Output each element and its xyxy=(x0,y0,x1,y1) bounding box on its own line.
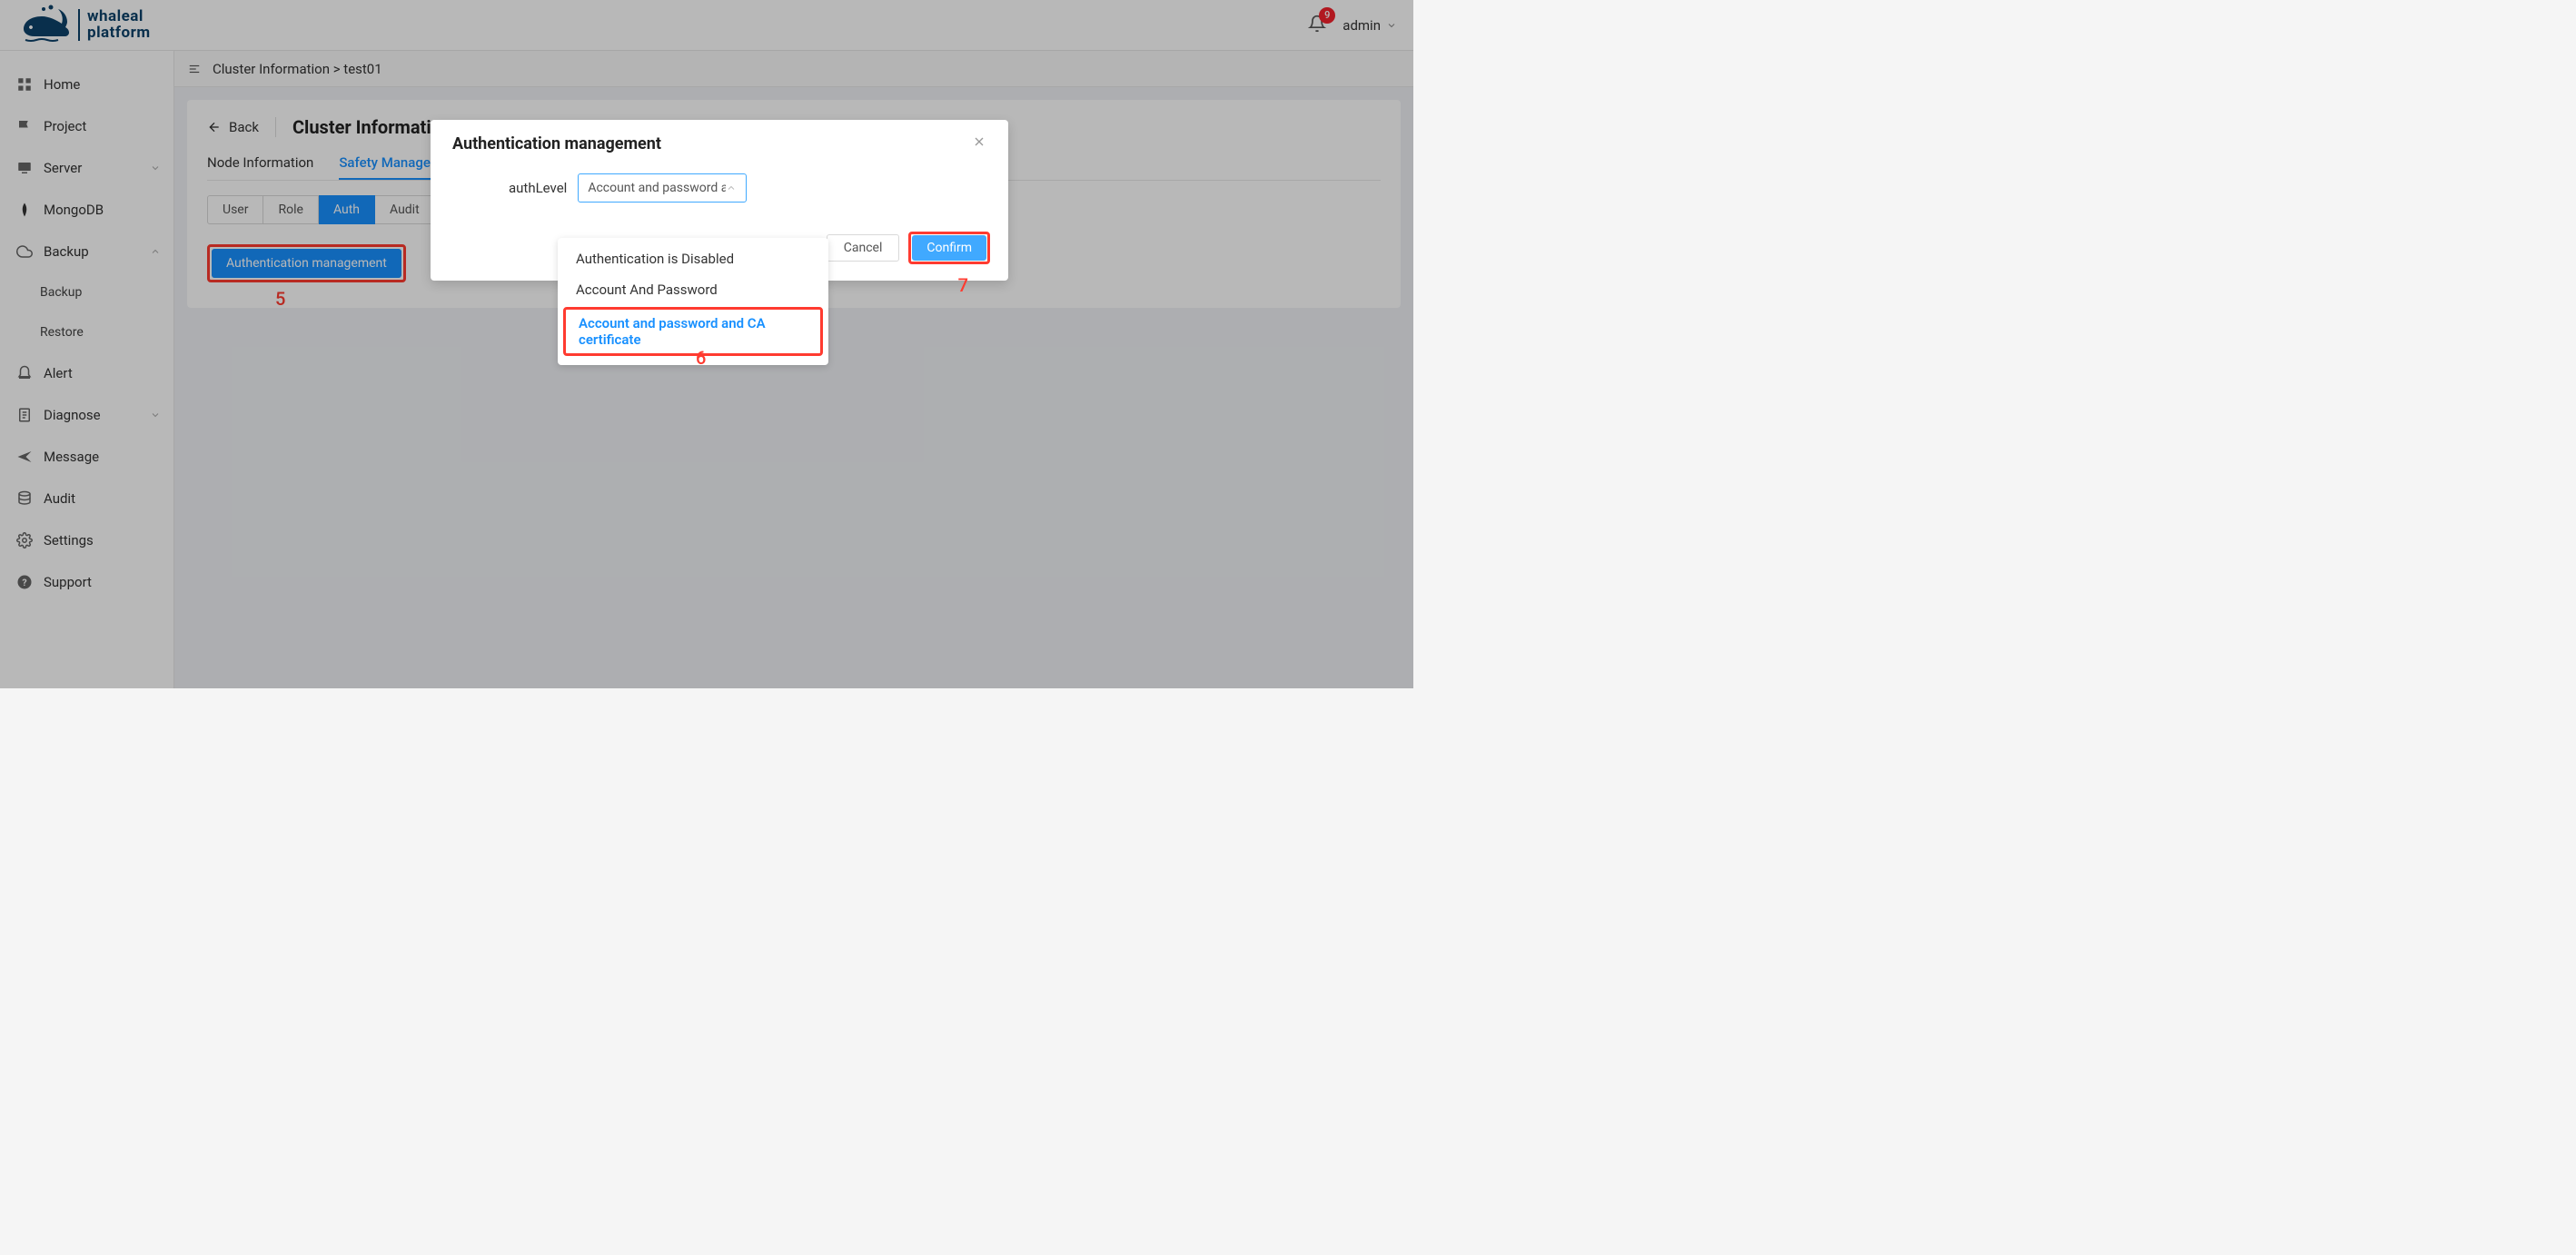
authlevel-dropdown: Authentication is Disabled Account And P… xyxy=(558,238,828,365)
modal-title: Authentication management xyxy=(452,134,661,153)
modal-body: authLevel Account and password an xyxy=(431,164,1008,221)
cancel-button[interactable]: Cancel xyxy=(827,234,900,262)
modal-header: Authentication management xyxy=(431,120,1008,164)
dropdown-option-disabled[interactable]: Authentication is Disabled xyxy=(558,243,828,274)
dropdown-option-account-password[interactable]: Account And Password xyxy=(558,274,828,305)
close-icon[interactable] xyxy=(972,134,986,149)
annotation-7: 7 xyxy=(958,274,968,296)
annotation-box-7: Confirm xyxy=(908,232,990,264)
authlevel-label: authLevel xyxy=(509,180,567,196)
authlevel-select[interactable]: Account and password an xyxy=(578,173,747,203)
annotation-box-6: Account and password and CA certificate xyxy=(563,307,823,356)
annotation-6: 6 xyxy=(696,347,706,369)
select-value: Account and password an xyxy=(588,181,726,195)
dropdown-option-ca-cert[interactable]: Account and password and CA certificate xyxy=(566,310,820,353)
confirm-button[interactable]: Confirm xyxy=(912,235,986,261)
chevron-up-icon xyxy=(726,183,737,193)
